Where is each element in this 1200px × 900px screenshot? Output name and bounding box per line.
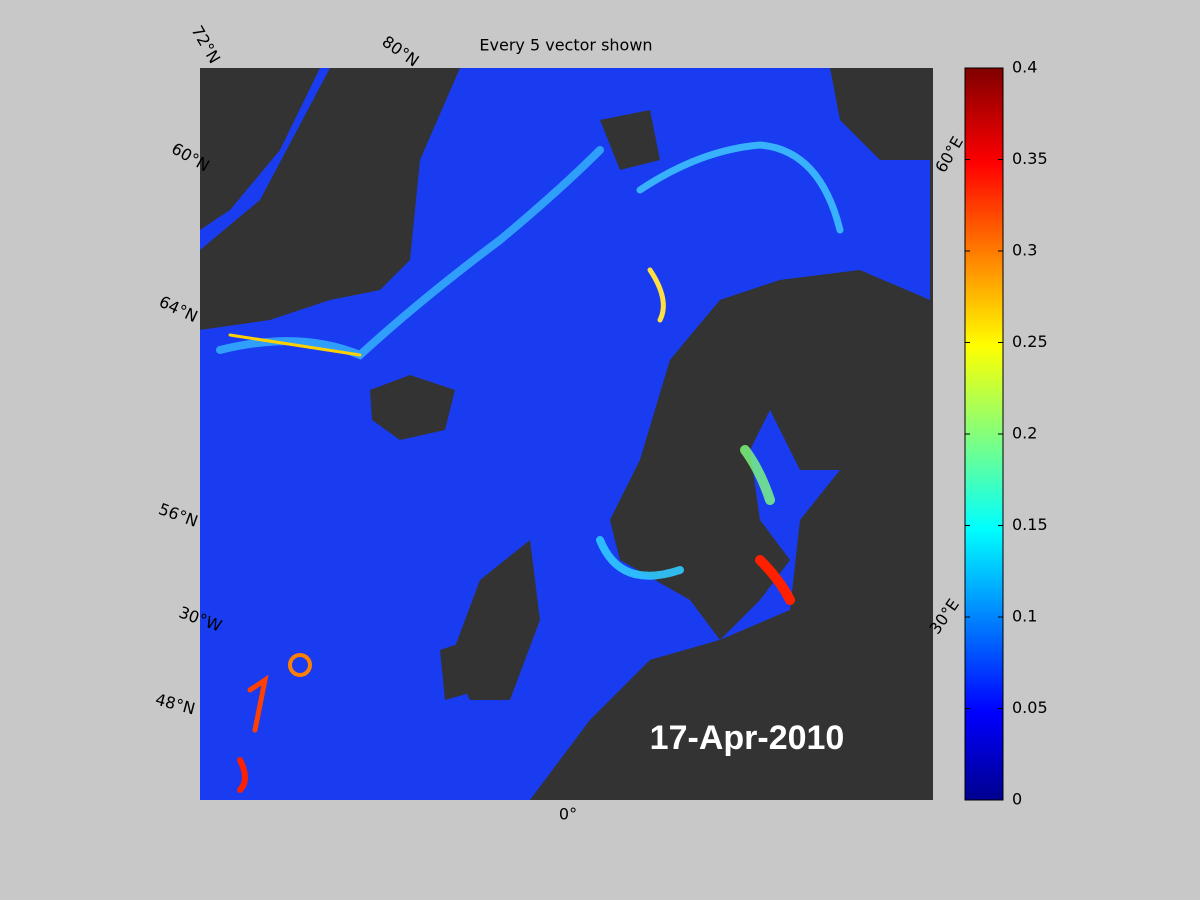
colorbar-tick-label: 0.1: [1012, 607, 1037, 626]
europe: [530, 500, 930, 800]
current-streaks: [216, 141, 844, 793]
colorbar-tick-label: 0.35: [1012, 149, 1048, 168]
colorbar-tick-label: 0.15: [1012, 515, 1048, 534]
svalbard: [600, 110, 660, 170]
greenland: [200, 68, 320, 230]
map: [200, 68, 933, 800]
colorbar: [964, 67, 1004, 801]
colorbar-tick-label: 0.05: [1012, 698, 1048, 717]
colorbar-tick-label: 0.2: [1012, 424, 1037, 443]
greenland-east: [200, 68, 460, 330]
colorbar-tick-label: 0: [1012, 790, 1022, 809]
colorbar-tick-label: 0.25: [1012, 332, 1048, 351]
date-label: 17-Apr-2010: [650, 719, 845, 757]
iceland: [370, 375, 455, 440]
scandinavia: [610, 270, 880, 560]
ireland: [440, 640, 480, 700]
graticule-label: 0°: [559, 805, 577, 824]
colorbar-tick-label: 0.4: [1012, 58, 1037, 77]
colorbar-tick-label: 0.3: [1012, 241, 1037, 260]
novaya-zemlya: [830, 68, 930, 160]
map-title: Every 5 vector shown: [479, 36, 652, 55]
